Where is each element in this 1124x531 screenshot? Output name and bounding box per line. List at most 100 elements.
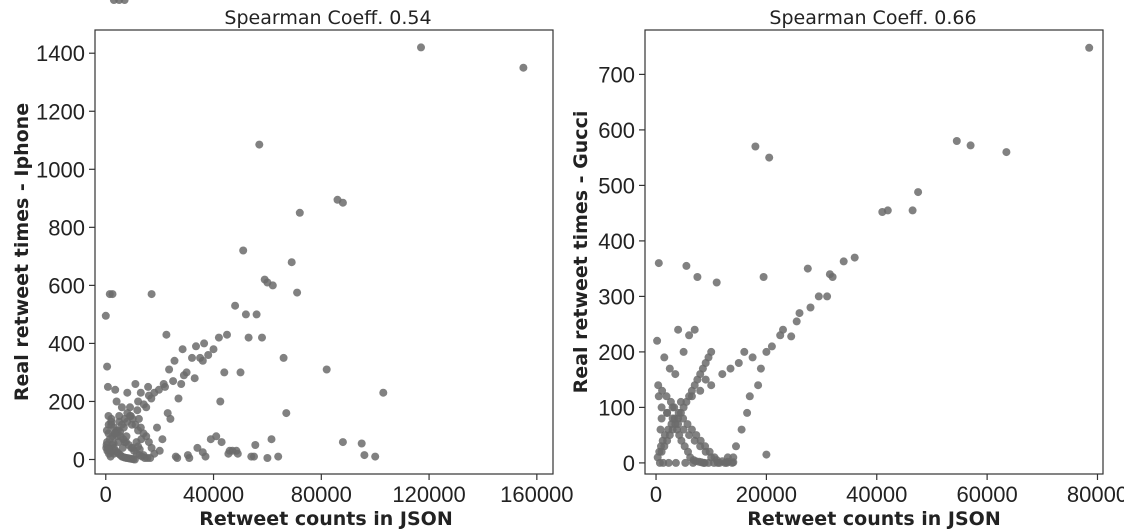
scatter-point <box>839 257 848 266</box>
scatter-point <box>759 273 768 281</box>
plot-frame <box>644 29 1104 475</box>
scatter-point <box>192 342 200 351</box>
scatter-point <box>146 454 155 462</box>
x-tick-label: 20000 <box>736 482 797 507</box>
scatter-point <box>236 368 245 377</box>
scatter-point <box>190 374 199 383</box>
scatter-point <box>732 442 740 451</box>
scatter-point <box>787 332 796 341</box>
y-tick-label: 0 <box>623 451 635 476</box>
scatter-point <box>127 420 136 429</box>
scatter-point <box>111 385 120 394</box>
x-tick-label: 160000 <box>500 482 573 507</box>
scatter-point <box>159 380 168 388</box>
scatter-point <box>792 317 801 326</box>
scatter-point <box>654 259 663 268</box>
scatter-point <box>726 364 735 373</box>
scatter-point <box>123 388 132 397</box>
plot-title: Spearman Coeff. 0.54 <box>224 7 431 29</box>
y-axis-label: Real retweet times - Gucci <box>570 111 592 394</box>
x-tick-label: 40000 <box>183 482 244 507</box>
scatter-point <box>1002 148 1011 157</box>
scatter-point <box>692 431 701 440</box>
scatter-point <box>147 290 156 299</box>
scatter-point <box>107 414 116 423</box>
y-tick-label: 1000 <box>36 157 85 182</box>
scatter-point <box>166 414 175 423</box>
scatter-point <box>671 458 680 467</box>
x-tick-label: 40000 <box>846 482 907 507</box>
scatter-point <box>217 438 226 447</box>
x-tick-label: 0 <box>650 482 662 507</box>
scatter-point <box>255 140 264 149</box>
scatter-point <box>699 458 708 467</box>
scatter-point <box>106 452 115 461</box>
scatter-point <box>519 63 528 72</box>
scatter-point <box>806 303 815 312</box>
scatter-point <box>103 362 112 371</box>
scatter-point <box>158 435 167 444</box>
scatter-point <box>379 388 388 397</box>
scatter-point <box>795 309 804 318</box>
scatter-point <box>119 423 128 432</box>
scatter-point <box>668 414 677 423</box>
scatter-point <box>696 386 705 395</box>
scatter-point <box>209 345 218 354</box>
scatter-point <box>713 458 722 467</box>
scatter-point <box>762 347 771 356</box>
scatter-point <box>718 370 727 379</box>
scatter-point <box>658 386 667 395</box>
scatter-point <box>220 368 229 377</box>
scatter-point <box>690 325 699 334</box>
scatter-point <box>682 261 691 270</box>
x-tick-label: 0 <box>100 482 112 507</box>
x-tick-label: 60000 <box>957 482 1018 507</box>
scatter-point <box>118 443 127 452</box>
scatter-point <box>274 452 283 461</box>
y-tick-label: 700 <box>598 62 635 87</box>
scatter-point <box>251 441 260 449</box>
scatter-point <box>252 310 261 319</box>
scatter-point <box>130 455 139 464</box>
scatter-point <box>170 356 179 365</box>
y-tick-label: 100 <box>598 395 635 420</box>
scatter-point <box>193 443 202 452</box>
scatter-point <box>687 425 696 434</box>
y-tick-label: 200 <box>598 340 635 365</box>
scatter-point <box>104 445 113 454</box>
scatter-point <box>767 342 776 351</box>
scatter-point <box>241 310 250 319</box>
scatter-point <box>178 345 187 354</box>
scatter-point <box>134 414 143 423</box>
scatter-point <box>654 381 663 390</box>
scatter-point <box>722 458 731 467</box>
scatter-point <box>696 436 705 445</box>
scatter-point <box>223 330 231 339</box>
scatter-point <box>878 208 887 216</box>
scatter-point <box>110 429 119 438</box>
scatter-point <box>674 325 683 334</box>
scatter-point <box>295 208 304 217</box>
scatter-point <box>169 377 178 386</box>
scatter-point <box>126 412 135 420</box>
scatter-point <box>244 333 253 342</box>
scatter-point <box>198 448 207 457</box>
y-tick-label: 200 <box>48 389 85 414</box>
scatter-point <box>360 451 369 460</box>
scatter-point <box>112 397 121 406</box>
scatter-point <box>357 439 366 448</box>
scatter-point <box>705 447 714 456</box>
scatter-point <box>287 258 296 267</box>
scatter-point <box>139 400 148 409</box>
scatter-point <box>144 382 153 391</box>
scatter-point <box>685 331 694 340</box>
scatter-point <box>828 273 837 281</box>
scatter-points <box>101 0 528 464</box>
y-tick-label: 800 <box>48 215 85 240</box>
scatter-point <box>745 392 754 401</box>
scatter-point <box>135 445 144 454</box>
scatter-point <box>707 381 716 390</box>
scatter-point <box>707 347 716 356</box>
y-tick-label: 600 <box>598 118 635 143</box>
